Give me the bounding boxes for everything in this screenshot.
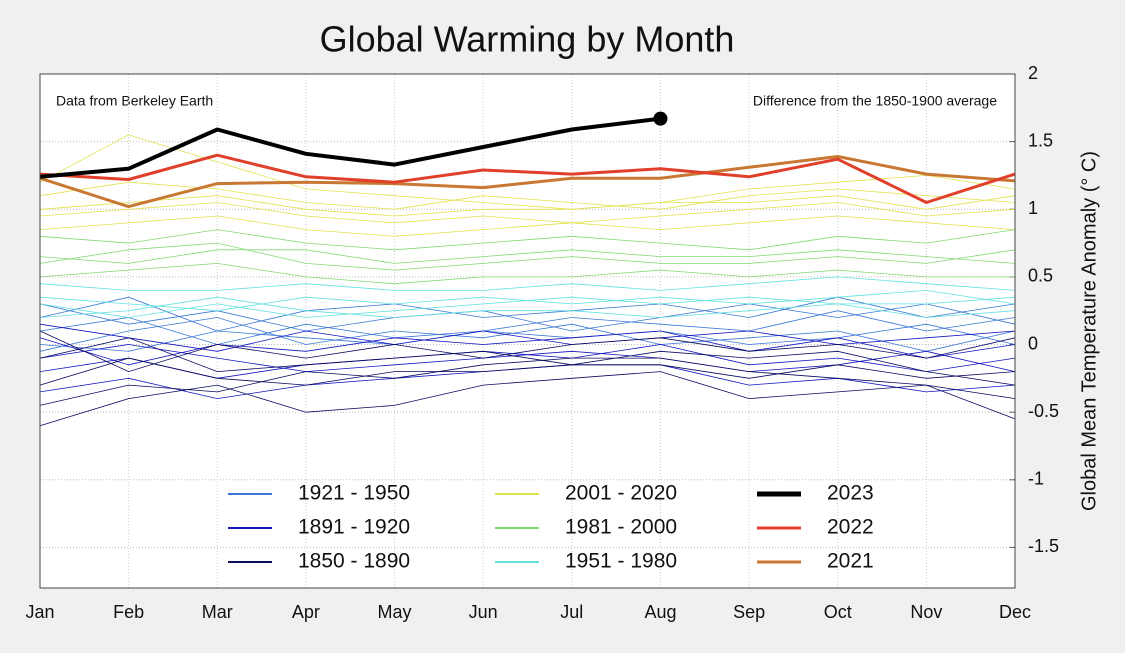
period-line bbox=[39, 357, 1016, 406]
legend-label: 1850 - 1890 bbox=[298, 550, 410, 573]
period-line bbox=[39, 330, 1016, 366]
y-tick-label: 1 bbox=[1028, 198, 1038, 218]
period-line bbox=[39, 195, 1016, 217]
legend-label: 2022 bbox=[827, 516, 874, 539]
legend-label: 1891 - 1920 bbox=[298, 516, 410, 539]
period-line bbox=[39, 303, 1016, 332]
period-line bbox=[39, 229, 1016, 251]
year-line bbox=[39, 153, 1016, 204]
legend-label: 2021 bbox=[827, 550, 874, 573]
period-line bbox=[39, 262, 1015, 285]
period-line bbox=[39, 337, 1016, 386]
x-tick-label: Aug bbox=[644, 602, 676, 622]
y-tick-label: -1.5 bbox=[1028, 536, 1059, 556]
period-line bbox=[39, 323, 1016, 352]
y-tick-label: -0.5 bbox=[1028, 401, 1059, 421]
period-line bbox=[39, 344, 1016, 373]
x-tick-label: Jan bbox=[25, 602, 54, 622]
x-tick-label: Mar bbox=[202, 602, 233, 622]
x-tick-label: Jul bbox=[560, 602, 583, 622]
x-tick-label: Apr bbox=[292, 602, 320, 622]
period-line bbox=[39, 371, 1016, 427]
y-tick-label: -1 bbox=[1028, 469, 1044, 489]
period-line bbox=[39, 249, 1016, 264]
y-tick-label: 1.5 bbox=[1028, 130, 1053, 150]
period-line bbox=[39, 330, 1016, 373]
period-line bbox=[39, 357, 1016, 386]
year-line bbox=[39, 116, 661, 179]
period-line bbox=[39, 296, 1016, 332]
legend-label: 2023 bbox=[827, 482, 874, 505]
period-line bbox=[39, 276, 1016, 291]
y-tick-label: 2 bbox=[1028, 63, 1038, 83]
plot-border bbox=[39, 73, 1016, 589]
period-line bbox=[39, 215, 1016, 237]
year-line bbox=[39, 155, 1016, 209]
legend-label: 1921 - 1950 bbox=[298, 482, 410, 505]
legend-label: 1981 - 2000 bbox=[565, 516, 677, 539]
x-tick-label: Nov bbox=[910, 602, 942, 622]
x-tick-label: Oct bbox=[824, 602, 852, 622]
period-line bbox=[39, 296, 1016, 318]
x-tick-label: Jun bbox=[469, 602, 498, 622]
x-tick-label: May bbox=[378, 602, 412, 622]
y-tick-label: 0 bbox=[1028, 333, 1038, 353]
period-line bbox=[39, 202, 1016, 224]
end-marker bbox=[653, 111, 668, 126]
annotation: Difference from the 1850-1900 average bbox=[753, 93, 997, 109]
y-axis-label: Global Mean Temperature Anomaly (° C) bbox=[1078, 151, 1100, 511]
x-tick-label: Feb bbox=[113, 602, 144, 622]
period-line bbox=[39, 242, 1016, 271]
chart-title: Global Warming by Month bbox=[320, 19, 735, 60]
period-line bbox=[39, 317, 1016, 352]
legend-label: 2001 - 2020 bbox=[565, 482, 677, 505]
x-tick-label: Dec bbox=[999, 602, 1031, 622]
period-line bbox=[39, 296, 1016, 318]
y-tick-label: 0.5 bbox=[1028, 266, 1053, 286]
annotation: Data from Berkeley Earth bbox=[56, 93, 213, 109]
legend-label: 1951 - 1980 bbox=[565, 550, 677, 573]
x-tick-label: Sep bbox=[733, 602, 765, 622]
period-line bbox=[39, 310, 1016, 345]
period-line bbox=[39, 134, 1016, 210]
